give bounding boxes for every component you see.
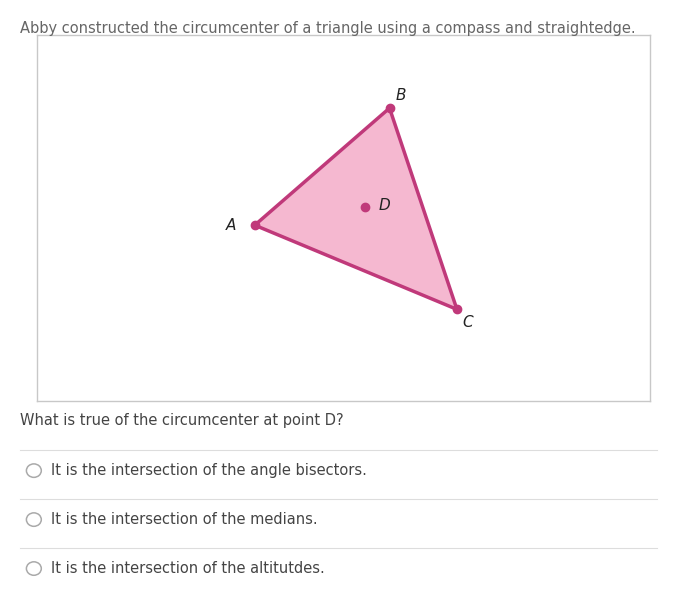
Text: It is the intersection of the angle bisectors.: It is the intersection of the angle bise… (51, 463, 367, 478)
Text: What is true of the circumcenter at point D?: What is true of the circumcenter at poin… (20, 413, 344, 428)
Polygon shape (255, 108, 457, 309)
Text: A: A (226, 218, 237, 233)
Text: It is the intersection of the medians.: It is the intersection of the medians. (51, 512, 318, 527)
Text: Abby constructed the circumcenter of a triangle using a compass and straightedge: Abby constructed the circumcenter of a t… (20, 21, 636, 37)
Text: D: D (378, 198, 390, 214)
Text: It is the intersection of the altitutdes.: It is the intersection of the altitutdes… (51, 561, 324, 576)
Text: C: C (462, 315, 473, 330)
Text: B: B (395, 88, 406, 103)
